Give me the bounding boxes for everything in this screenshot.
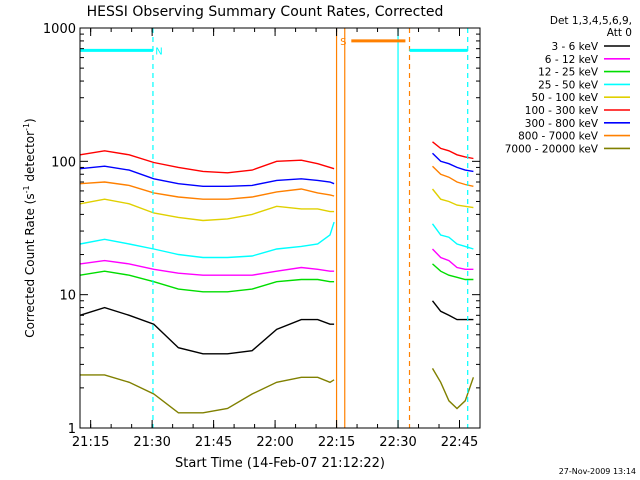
series-line-6	[79, 165, 335, 188]
x-axis-label: Start Time (14-Feb-07 21:12:22)	[175, 456, 385, 471]
series-line-after-6	[432, 152, 474, 173]
axes: 21:15 21:30 21:45 22:00 22:15 22:30 22:45 1 10 10…	[43, 22, 481, 450]
series-line-8	[80, 374, 335, 414]
x-tick-label-4: 22:15	[318, 435, 355, 450]
y-axis-label: Corrected Count Rate (s-1 detector-1)	[22, 118, 37, 337]
series-line-after-0	[431, 300, 474, 321]
legend-header-0: Det 1,3,4,5,6,9,	[550, 15, 632, 27]
series-line-2	[79, 270, 335, 293]
series-line-after-4	[431, 188, 474, 209]
x-tick-label-0: 21:15	[72, 435, 109, 450]
x-tick-label-6: 22:45	[441, 435, 478, 450]
chart-title: HESSI Observing Summary Count Rates, Cor…	[87, 4, 444, 20]
legend-label-6: 300 - 800 keV	[525, 118, 599, 130]
legend-label-0: 3 - 6 keV	[551, 41, 598, 53]
legend-label-8: 7000 - 20000 keV	[505, 143, 599, 155]
x-tick-label-2: 21:45	[195, 435, 232, 450]
series-line-4	[79, 198, 335, 222]
series-line-7	[79, 181, 335, 200]
y-tick-label-3: 1000	[43, 22, 76, 37]
legend-label-3: 25 - 50 keV	[538, 79, 599, 91]
series-line-after-3	[431, 223, 474, 250]
x-tick-label-1: 21:30	[133, 435, 170, 450]
series-line-after-8	[431, 368, 475, 410]
x-tick-label-5: 22:30	[379, 435, 416, 450]
plot-frame	[79, 27, 481, 429]
series-line-3	[79, 221, 335, 259]
band-label-0: N	[155, 46, 162, 57]
series-line-after-2	[432, 263, 474, 281]
y-tick-label-0: 1	[68, 422, 76, 437]
series-line-0	[79, 306, 335, 355]
y-tick-label-1: 10	[59, 289, 76, 304]
legend-label-2: 12 - 25 keV	[538, 67, 599, 79]
x-tick-label-3: 22:00	[256, 435, 293, 450]
legend-label-5: 100 - 300 keV	[525, 105, 599, 117]
legend-label-7: 800 - 7000 keV	[518, 131, 599, 143]
legend-header-1: Att 0	[607, 27, 632, 39]
band-label-1: S	[340, 37, 346, 48]
series-line-1	[79, 259, 335, 276]
series-line-after-7	[432, 165, 474, 187]
legend-label-1: 6 - 12 keV	[545, 54, 599, 66]
series-line-5	[79, 150, 335, 174]
series-line-after-5	[432, 141, 474, 160]
plot-area: NS	[79, 28, 475, 428]
legend-label-4: 50 - 100 keV	[531, 92, 598, 104]
series-line-after-1	[431, 248, 474, 270]
date-stamp: 27-Nov-2009 13:14	[559, 467, 636, 476]
y-tick-label-2: 100	[51, 155, 76, 170]
